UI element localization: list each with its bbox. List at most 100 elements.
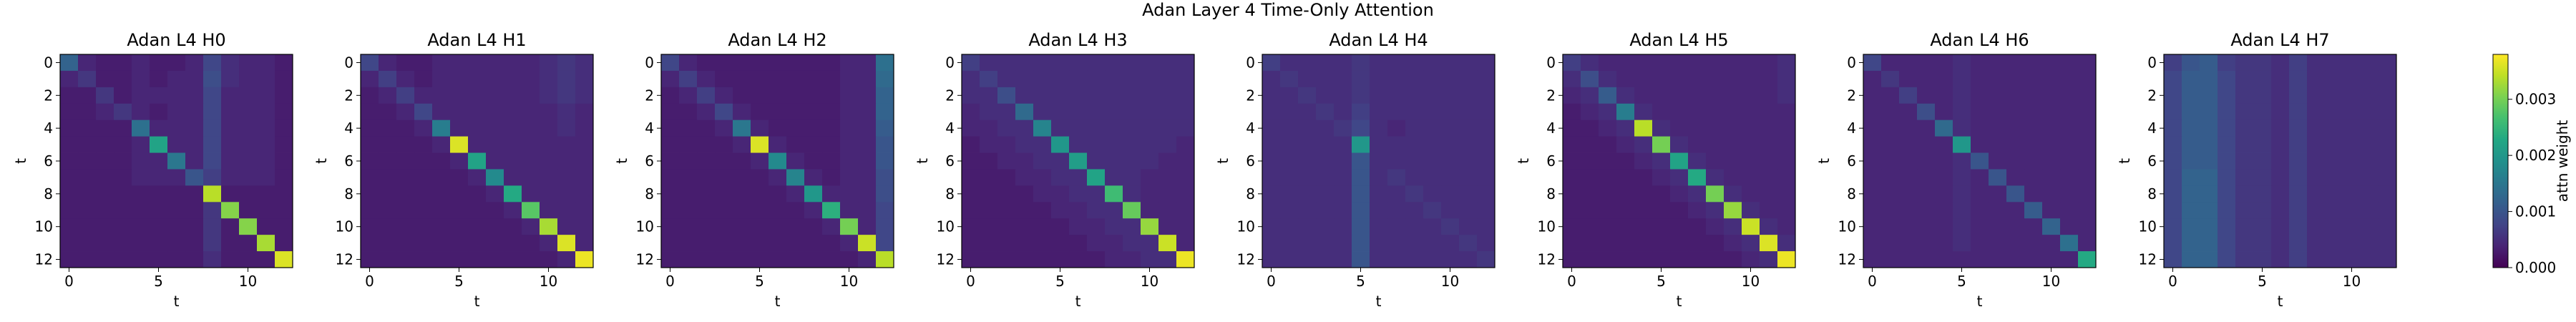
heatmap-cell <box>2271 152 2290 170</box>
heatmap-cell <box>2042 70 2061 88</box>
heatmap-cell <box>432 70 451 88</box>
x-tick-label: 5 <box>755 273 764 290</box>
heatmap-cell <box>1706 136 1724 153</box>
heatmap-cell <box>1724 152 1742 170</box>
heatmap-cell <box>1581 185 1599 203</box>
heatmap-cell <box>980 119 998 137</box>
heatmap-cell <box>1989 251 2007 268</box>
heatmap-cell <box>1316 136 1335 153</box>
panel-title: Adan L4 H3 <box>1028 30 1127 50</box>
heatmap-cell <box>2200 119 2218 137</box>
heatmap-cell <box>1477 103 1496 121</box>
heatmap-cell <box>2042 87 2061 104</box>
heatmap-cell <box>804 202 823 219</box>
heatmap-cell <box>2235 169 2254 186</box>
heatmap-cell <box>697 251 716 268</box>
heatmap-cell <box>414 54 433 72</box>
heatmap-cell <box>414 87 433 104</box>
heatmap-cell <box>1316 103 1335 121</box>
heatmap-cell <box>715 185 733 203</box>
heatmap-cell <box>114 218 132 235</box>
heatmap-cell <box>2024 54 2043 72</box>
heatmap-cell <box>2271 70 2290 88</box>
heatmap-cell <box>1724 185 1742 203</box>
heatmap-cell <box>840 152 859 170</box>
heatmap-cell <box>450 54 469 72</box>
heatmap-cell <box>1581 136 1599 153</box>
heatmap-cell <box>1760 103 1778 121</box>
heatmap-cell <box>2271 103 2290 121</box>
heatmap-cell <box>1670 218 1689 235</box>
heatmap-cell <box>2343 136 2361 153</box>
heatmap-cell <box>1370 70 1388 88</box>
heatmap-cell <box>1742 251 1760 268</box>
heatmap-cell <box>1069 251 1088 268</box>
heatmap-cell <box>1176 235 1195 252</box>
heatmap-cell <box>150 235 168 252</box>
y-tick-label: 2 <box>44 87 53 104</box>
heatmap-cell <box>733 218 751 235</box>
heatmap-cell <box>96 152 114 170</box>
heatmap-cell <box>1441 185 1460 203</box>
heatmap-cell <box>980 218 998 235</box>
y-tick-label: 2 <box>344 87 353 104</box>
heatmap-cell <box>1634 136 1653 153</box>
heatmap-cell <box>2060 202 2079 219</box>
heatmap-cell <box>1688 119 1707 137</box>
heatmap-cell <box>1298 70 1317 88</box>
heatmap-cell <box>1881 103 1900 121</box>
heatmap-cell <box>2182 185 2200 203</box>
heatmap-cell <box>78 202 97 219</box>
heatmap-cell <box>769 136 787 153</box>
heatmap-cell <box>1015 202 1034 219</box>
heatmap-cell <box>1863 70 1882 88</box>
heatmap-cell <box>96 251 114 268</box>
heatmap-panel-6: Adan L4 H6 0 2 4 6 8 10 12 0 5 10 t t <box>1815 30 2097 310</box>
heatmap-cell <box>822 136 841 153</box>
heatmap-cell <box>1015 185 1034 203</box>
heatmap-cell <box>2379 87 2397 104</box>
heatmap-cell <box>1334 185 1352 203</box>
heatmap-cell <box>432 87 451 104</box>
heatmap-cell <box>185 235 204 252</box>
panel-title: Adan L4 H0 <box>127 30 225 50</box>
heatmap-cell <box>1423 235 1442 252</box>
heatmap-cell <box>1652 152 1671 170</box>
heatmap-cell <box>1899 136 1918 153</box>
heatmap-cell <box>78 152 97 170</box>
y-tick-label: 0 <box>2147 54 2157 71</box>
heatmap-cell <box>980 103 998 121</box>
heatmap-cell <box>2253 103 2272 121</box>
y-axis-label: t <box>914 158 931 164</box>
heatmap-cell <box>1370 136 1388 153</box>
y-tick-label: 12 <box>937 251 955 268</box>
heatmap-cell <box>1123 251 1141 268</box>
heatmap-cell <box>468 169 487 186</box>
heatmap-cell <box>1405 119 1424 137</box>
heatmap-cell <box>432 202 451 219</box>
heatmap-cell <box>2235 54 2254 72</box>
heatmap-cell <box>1935 136 1953 153</box>
heatmap-cell <box>1863 136 1882 153</box>
heatmap-cell <box>1989 103 2007 121</box>
heatmap-cell <box>1141 119 1159 137</box>
heatmap-cell <box>1141 152 1159 170</box>
heatmap-cell <box>786 185 805 203</box>
heatmap-cell <box>1652 54 1671 72</box>
heatmap-cell <box>2343 202 2361 219</box>
heatmap-cell <box>1298 136 1317 153</box>
heatmap-cell <box>697 152 716 170</box>
heatmap-cell <box>2024 119 2043 137</box>
y-tick-label: 10 <box>1838 218 1856 235</box>
heatmap-cell <box>1176 169 1195 186</box>
heatmap-cell <box>468 136 487 153</box>
heatmap-cell <box>275 235 293 252</box>
heatmap-cell <box>2024 202 2043 219</box>
x-axis-label: t <box>474 293 480 310</box>
heatmap-cell <box>504 235 522 252</box>
heatmap-cell <box>804 169 823 186</box>
heatmap-cell <box>486 136 504 153</box>
heatmap-cell <box>432 152 451 170</box>
heatmap-cell <box>1634 87 1653 104</box>
heatmap-cell <box>239 87 258 104</box>
